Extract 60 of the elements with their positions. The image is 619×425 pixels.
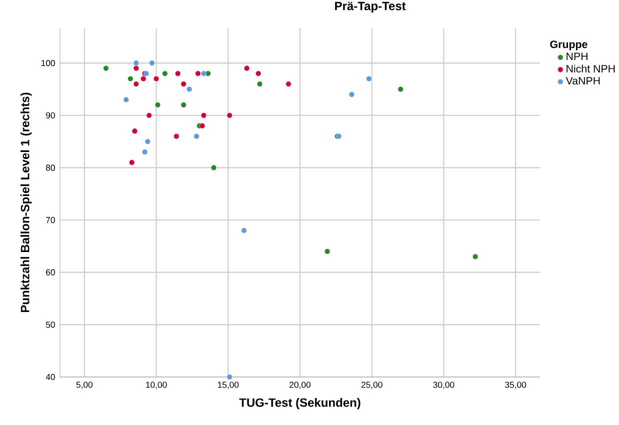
point (226, 112, 232, 118)
point (180, 81, 186, 87)
point (153, 76, 160, 82)
point (366, 76, 372, 82)
point (149, 60, 155, 66)
legend-label: Nicht NPH (566, 64, 615, 73)
point (133, 81, 139, 87)
point (123, 96, 129, 102)
x-axis-title: TUG-Test (Sekunden) (239, 398, 360, 410)
point (128, 76, 134, 82)
point (133, 60, 139, 66)
point (210, 164, 217, 170)
y-tick-label: 50 (46, 322, 55, 328)
point (194, 134, 200, 140)
point (200, 70, 207, 76)
point (103, 65, 109, 72)
legend-label: VaNPH (566, 77, 600, 85)
y-axis-title: Punktzahl Ballon-Spiel Level 1 (rechts) (20, 92, 32, 312)
point (244, 65, 250, 72)
x-tick-label: 10,00 (146, 382, 167, 389)
point (146, 112, 152, 118)
y-tick-label: 80 (46, 164, 55, 171)
point (472, 254, 478, 260)
point (186, 86, 192, 92)
y-tick-label: 100 (42, 60, 55, 66)
point (175, 70, 181, 76)
legend-label: NPH (566, 52, 588, 60)
x-tick-label: 20,00 (290, 382, 310, 389)
point (154, 102, 161, 108)
point (140, 76, 146, 82)
y-tick-label: 60 (46, 269, 55, 276)
point (174, 134, 180, 140)
point (162, 70, 168, 76)
x-tick-label: 35,00 (505, 382, 526, 389)
y-tick-label: 90 (46, 112, 55, 118)
point (348, 92, 355, 98)
x-tick-label: 5,00 (76, 382, 93, 389)
y-tick-label: 40 (46, 374, 55, 380)
x-tick-label: 15,00 (218, 382, 239, 389)
point (324, 248, 330, 254)
y-tick-label: 70 (46, 216, 55, 224)
point (129, 160, 135, 166)
point (195, 70, 201, 76)
point (133, 65, 139, 72)
chart-title: Prä-Tap-Test (335, 2, 406, 13)
point (241, 228, 247, 234)
point (398, 86, 404, 92)
legend-title: Gruppe (550, 40, 588, 50)
point (256, 70, 262, 76)
x-tick-label: 30,00 (433, 382, 454, 389)
point (180, 102, 186, 108)
x-tick-label: 25,00 (361, 382, 382, 389)
point (256, 81, 263, 87)
point (142, 149, 148, 155)
point (199, 123, 206, 129)
point (132, 128, 138, 134)
point (226, 374, 232, 380)
point (144, 138, 150, 144)
point (286, 81, 292, 87)
point (200, 112, 207, 118)
